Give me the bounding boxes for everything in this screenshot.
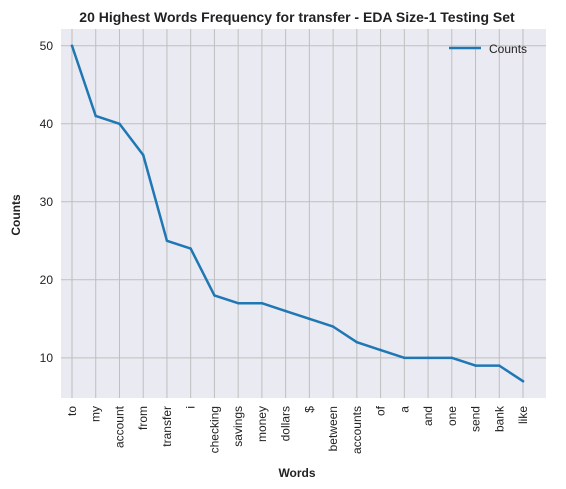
y-tick-label: 30 — [40, 195, 54, 209]
x-tick-label: dollars — [279, 406, 293, 441]
x-tick-label: from — [136, 406, 150, 430]
x-axis-ticks: to my account from transfer i checking savings m… — [65, 405, 530, 454]
y-tick-label: 40 — [40, 117, 54, 131]
x-tick-label: one — [445, 406, 459, 426]
data-point — [426, 356, 430, 360]
y-tick-label: 20 — [40, 273, 54, 287]
x-axis-label: Words — [278, 466, 315, 480]
data-point — [189, 247, 192, 250]
chart-title: 20 Highest Words Frequency for transfer … — [79, 9, 515, 25]
data-point — [141, 153, 145, 157]
data-point — [521, 379, 525, 383]
x-tick-label: bank — [492, 405, 506, 432]
x-tick-label: between — [326, 406, 340, 451]
data-point — [284, 309, 287, 313]
y-tick-label: 50 — [40, 39, 54, 53]
x-tick-label: accounts — [350, 406, 364, 454]
series-line — [70, 44, 525, 383]
y-axis-label: Counts — [9, 194, 23, 236]
x-tick-label: a — [397, 406, 411, 413]
y-axis-ticks: 10 20 30 40 50 — [40, 39, 54, 365]
data-point — [379, 348, 382, 352]
x-tick-label: send — [469, 406, 483, 432]
x-tick-label: i — [184, 406, 198, 409]
x-tick-label: of — [374, 405, 388, 416]
x-tick-label: checking — [207, 406, 221, 453]
x-tick-label: to — [65, 406, 79, 416]
data-point — [308, 317, 311, 321]
data-point — [213, 294, 216, 297]
legend: Counts — [449, 42, 527, 56]
data-point — [450, 356, 454, 360]
data-point — [498, 364, 501, 367]
data-point — [94, 114, 97, 118]
x-tick-label: account — [112, 405, 126, 448]
x-tick-label: $ — [302, 406, 316, 413]
grid-lines — [61, 29, 546, 398]
data-point — [331, 325, 335, 328]
series-layer — [70, 44, 525, 383]
data-point — [70, 44, 74, 48]
data-point — [165, 239, 169, 243]
plot-area — [61, 29, 546, 398]
data-point — [474, 364, 477, 367]
x-tick-label: money — [255, 406, 269, 442]
data-point — [355, 340, 359, 344]
x-tick-label: like — [516, 406, 530, 424]
data-point — [236, 301, 240, 305]
data-point — [403, 356, 406, 360]
x-tick-label: my — [89, 406, 103, 422]
x-tick-label: savings — [231, 406, 245, 447]
legend-label: Counts — [489, 42, 527, 56]
x-tick-label: and — [421, 406, 435, 426]
data-point — [118, 122, 121, 126]
x-tick-label: transfer — [160, 406, 174, 447]
data-point — [260, 301, 264, 305]
y-tick-label: 10 — [40, 351, 54, 365]
